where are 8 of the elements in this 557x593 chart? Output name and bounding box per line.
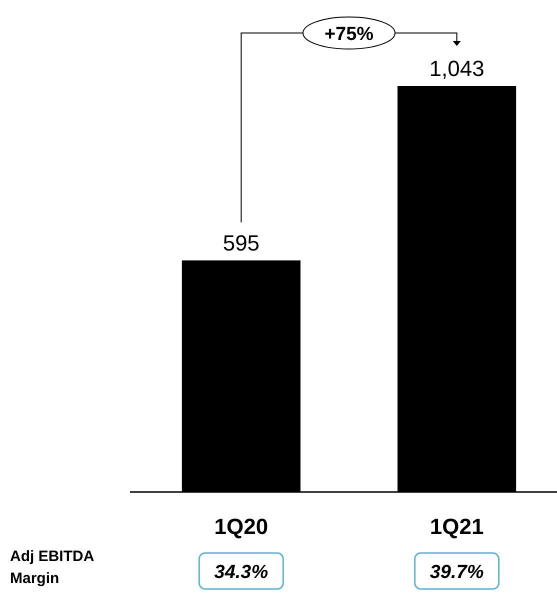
text: +75%	[324, 24, 374, 45]
text: 34.3%	[214, 562, 268, 583]
data-label: 1,043	[429, 56, 484, 81]
text: Adj EBITDA Margin	[10, 548, 94, 587]
text: 39.7%	[430, 562, 484, 583]
data-label: 595	[222, 230, 260, 256]
x-tick-label: 1Q21	[430, 514, 484, 539]
x-tick-label: 1Q20	[214, 514, 268, 539]
